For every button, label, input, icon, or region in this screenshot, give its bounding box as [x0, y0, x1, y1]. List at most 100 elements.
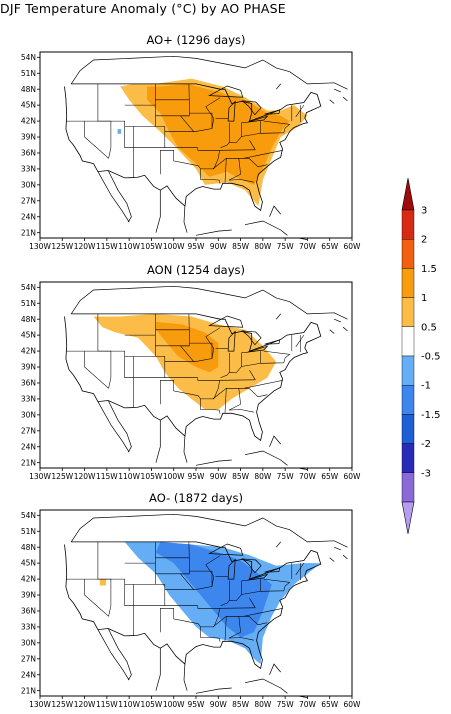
island-outline: [269, 435, 281, 447]
colorbar-label: -2: [421, 439, 431, 450]
state-boundary: [226, 388, 254, 413]
great-lake: [227, 100, 236, 122]
lon-tick-label: 120W: [74, 472, 96, 481]
lat-tick-label: 45N: [21, 559, 36, 568]
mexico-outline: [183, 664, 188, 691]
state-boundary: [249, 598, 256, 608]
anomaly-shading: [99, 579, 106, 586]
colorbar-segment: [401, 472, 415, 503]
panel-plot: 54N 51N 48N 45N 42N 39N 36N 33N 30N 27N 24N 21N 130W…: [21, 51, 362, 251]
lon-tick-label: 95W: [188, 472, 206, 481]
lon-tick-label: 75W: [277, 700, 295, 709]
state-boundary: [226, 616, 254, 641]
lon-tick-label: 85W: [232, 700, 250, 709]
lat-tick-label: 24N: [21, 212, 36, 221]
island-outline: [329, 557, 335, 562]
colorbar-segment: [401, 385, 415, 415]
lon-tick-label: 120W: [74, 242, 96, 251]
figure-title: DJF Temperature Anomaly (°C) by AO PHASE: [0, 1, 286, 16]
state-boundary: [205, 327, 221, 359]
island-outline: [244, 220, 288, 236]
lat-tick-label: 21N: [21, 686, 36, 695]
colorbar-label: 1: [421, 293, 427, 304]
state-boundary: [200, 626, 221, 642]
colorbar-segment: [401, 355, 415, 386]
island-outline: [195, 459, 232, 466]
canada-coastline: [70, 285, 348, 320]
colorbar-segment: [401, 443, 415, 474]
lon-tick-label: 60W: [344, 472, 362, 481]
state-boundary: [65, 350, 134, 408]
lat-tick-label: 27N: [21, 426, 36, 435]
lat-tick-label: 36N: [21, 607, 36, 616]
panel-title: AO+ (1296 days): [146, 33, 245, 47]
state-boundary: [229, 580, 242, 602]
island-outline: [275, 541, 281, 548]
colorbar-segment: [401, 414, 415, 444]
lat-tick-label: 33N: [21, 395, 36, 404]
lon-tick-label: 70W: [299, 242, 317, 251]
lon-tick-label: 80W: [254, 242, 272, 251]
lon-tick-label: 85W: [232, 472, 250, 481]
anomaly-shading: [155, 321, 219, 373]
state-boundary: [243, 608, 283, 617]
lon-tick-label: 100W: [163, 472, 185, 481]
colorbar-label: -3: [421, 468, 431, 479]
colorbar: 3 2 1.5 1 0.5 -0.5 -1 -1.5 -2 -3: [401, 177, 441, 535]
coastline: [64, 83, 322, 212]
lon-tick-label: 110W: [118, 472, 140, 481]
lon-tick-label: 115W: [96, 472, 118, 481]
state-boundary: [189, 342, 213, 362]
state-boundary: [249, 140, 256, 150]
lon-tick-label: 115W: [96, 242, 118, 251]
panel-title: AON (1254 days): [147, 263, 245, 277]
island-outline: [342, 554, 348, 560]
lat-tick-label: 51N: [21, 299, 36, 308]
panel-ao-minus: AO- (1872 days) 54N 51N 48N 45N 42N 39N 36N 33N…: [21, 491, 361, 709]
great-lake: [264, 109, 281, 115]
mexico-outline: [97, 171, 130, 223]
canada-coastline: [70, 513, 348, 548]
lat-tick-label: 30N: [21, 180, 36, 189]
mexico-outline: [107, 400, 132, 453]
mexico-outline: [107, 170, 132, 223]
lon-tick-label: 105W: [141, 700, 163, 709]
state-boundary: [155, 584, 166, 606]
lon-tick-label: 105W: [141, 242, 163, 251]
lat-tick-label: 54N: [21, 283, 36, 292]
lat-tick-label: 33N: [21, 165, 36, 174]
lon-tick-label: 130W: [29, 472, 51, 481]
state-boundary: [160, 150, 199, 175]
mexico-outline: [183, 206, 188, 233]
lon-tick-label: 80W: [254, 700, 272, 709]
colorbar-segment: [401, 326, 415, 357]
panel-title: AO- (1872 days): [149, 491, 243, 505]
lat-tick-label: 51N: [21, 527, 36, 536]
state-boundary: [260, 350, 291, 364]
state-boundary: [229, 122, 242, 144]
colorbar-segment: [401, 268, 415, 298]
great-lake: [227, 330, 236, 352]
lon-tick-label: 60W: [344, 242, 362, 251]
state-boundary: [219, 607, 256, 609]
lon-tick-label: 90W: [210, 472, 228, 481]
great-lake: [208, 85, 244, 98]
lon-tick-label: 95W: [188, 700, 206, 709]
anomaly-shading: [147, 83, 290, 185]
lat-tick-label: 42N: [21, 347, 36, 356]
lon-tick-label: 125W: [51, 472, 73, 481]
colorbar-label: 0.5: [421, 322, 437, 333]
lat-tick-label: 24N: [21, 442, 36, 451]
colorbar-label: 3: [421, 206, 427, 217]
colorbar-lower-arrow: [401, 501, 415, 535]
state-boundary: [260, 120, 291, 134]
lon-tick-label: 90W: [210, 700, 228, 709]
lon-tick-label: 65W: [321, 700, 339, 709]
island-outline: [195, 229, 232, 236]
colorbar-label: -1: [421, 381, 431, 392]
lat-tick-label: 27N: [21, 654, 36, 663]
colorbar-upper-arrow: [401, 177, 415, 211]
state-boundary: [189, 112, 213, 132]
state-boundary: [189, 570, 213, 590]
colorbar-segment: [401, 209, 415, 240]
